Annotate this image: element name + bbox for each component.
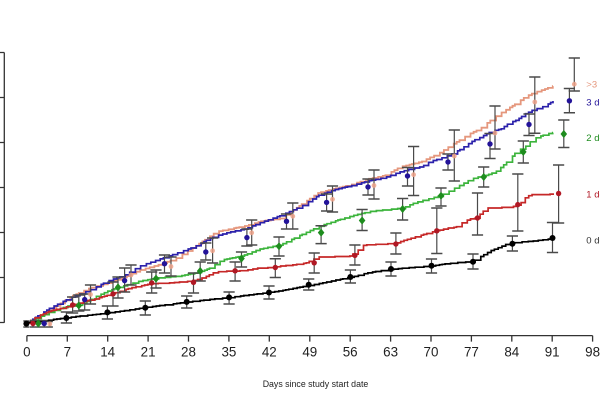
- svg-text:>3 dos: >3 dos: [586, 79, 600, 90]
- svg-text:98: 98: [585, 345, 600, 360]
- svg-text:1 dos: 1 dos: [586, 189, 600, 200]
- svg-text:56: 56: [343, 345, 358, 360]
- svg-text:0 dos: 0 dos: [586, 235, 600, 246]
- svg-text:77: 77: [464, 345, 479, 360]
- svg-text:7: 7: [64, 345, 71, 360]
- svg-text:35: 35: [221, 345, 236, 360]
- svg-text:49: 49: [302, 345, 317, 360]
- svg-text:63: 63: [383, 345, 398, 360]
- svg-text:70: 70: [424, 345, 439, 360]
- svg-text:3 dos: 3 dos: [586, 97, 600, 108]
- svg-text:84: 84: [504, 345, 519, 360]
- svg-text:Days since study start date: Days since study start date: [263, 379, 369, 389]
- svg-text:28: 28: [181, 345, 196, 360]
- svg-text:91: 91: [545, 345, 560, 360]
- svg-text:2 dos: 2 dos: [586, 133, 600, 144]
- svg-text:42: 42: [262, 345, 277, 360]
- svg-text:14: 14: [100, 345, 115, 360]
- svg-text:21: 21: [141, 345, 156, 360]
- svg-text:0: 0: [23, 345, 30, 360]
